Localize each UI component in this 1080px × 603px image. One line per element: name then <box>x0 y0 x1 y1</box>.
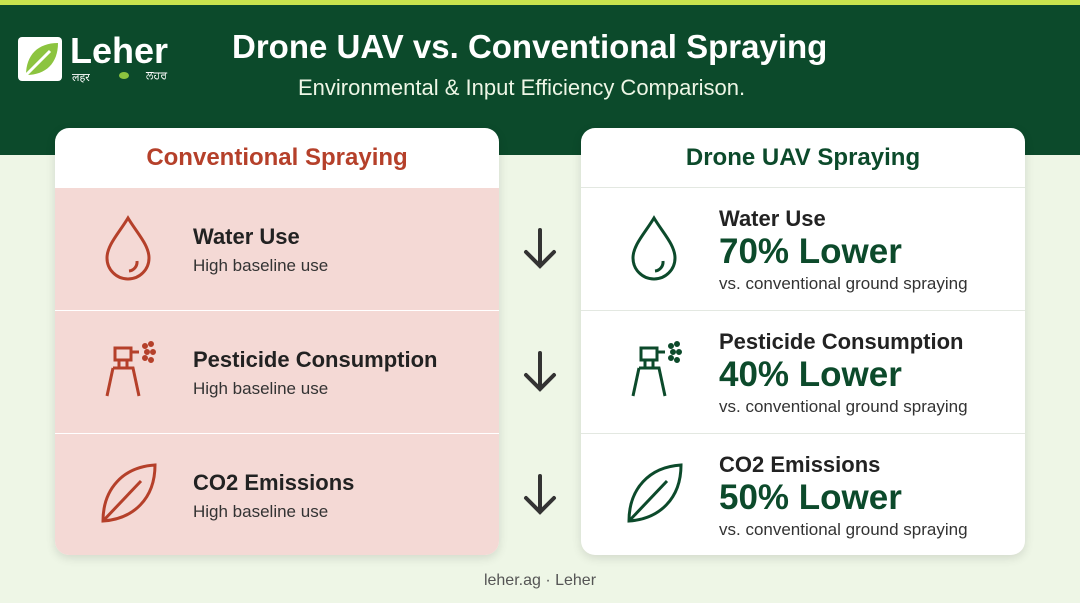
desc: High baseline use <box>193 502 329 521</box>
row: Pesticide Consumption High baseline use <box>55 310 499 433</box>
row: Water Use 70% Lower vs. conventional gro… <box>581 187 1025 310</box>
title: Drone UAV vs. Conventional Spraying <box>232 28 828 65</box>
drone-card: Drone UAV Spraying Water Use 70% Lower v… <box>581 128 1025 555</box>
value: 50% Lower <box>719 478 902 517</box>
desc: High baseline use <box>193 256 329 275</box>
top-strip <box>0 0 1080 5</box>
leaf-icon <box>101 463 157 523</box>
footer: leher.ag · Leher <box>483 572 597 589</box>
arrows <box>524 228 556 515</box>
leaf-icon <box>627 463 683 523</box>
conventional-card: Conventional Spraying Water Use High bas… <box>55 128 499 555</box>
subtitle: Environmental & Input Efficiency Compari… <box>298 75 746 100</box>
logo-icon <box>18 37 62 81</box>
desc: vs. conventional ground spraying <box>719 274 968 293</box>
logo: Leher <box>70 30 169 71</box>
row: CO2 Emissions 50% Lower vs. conventional… <box>581 433 1025 555</box>
card-title: Drone UAV Spraying <box>685 143 921 171</box>
logo-dot <box>119 72 129 79</box>
drop-icon <box>105 215 151 281</box>
row: Water Use High baseline use <box>55 187 499 310</box>
logo-sub: लहर <box>72 72 90 84</box>
label: Pesticide Consumption <box>719 329 964 354</box>
row: CO2 Emissions High baseline use <box>55 433 499 555</box>
label: CO2 Emissions <box>193 470 355 495</box>
row: Pesticide Consumption 40% Lower vs. conv… <box>581 310 1025 433</box>
value: 70% Lower <box>719 232 902 271</box>
sprayer-icon <box>105 341 156 397</box>
desc: vs. conventional ground spraying <box>719 520 968 539</box>
label: Water Use <box>193 224 300 249</box>
sprayer-icon <box>631 341 682 397</box>
value: 40% Lower <box>719 355 902 394</box>
drop-icon <box>631 215 677 281</box>
logo-sub: ਲਹਰ <box>146 70 168 82</box>
card-title: Conventional Spraying <box>146 143 408 171</box>
desc: vs. conventional ground spraying <box>719 397 968 416</box>
label: Water Use <box>719 206 826 231</box>
desc: High baseline use <box>193 379 329 398</box>
label: Pesticide Consumption <box>193 347 438 372</box>
label: CO2 Emissions <box>719 452 881 477</box>
